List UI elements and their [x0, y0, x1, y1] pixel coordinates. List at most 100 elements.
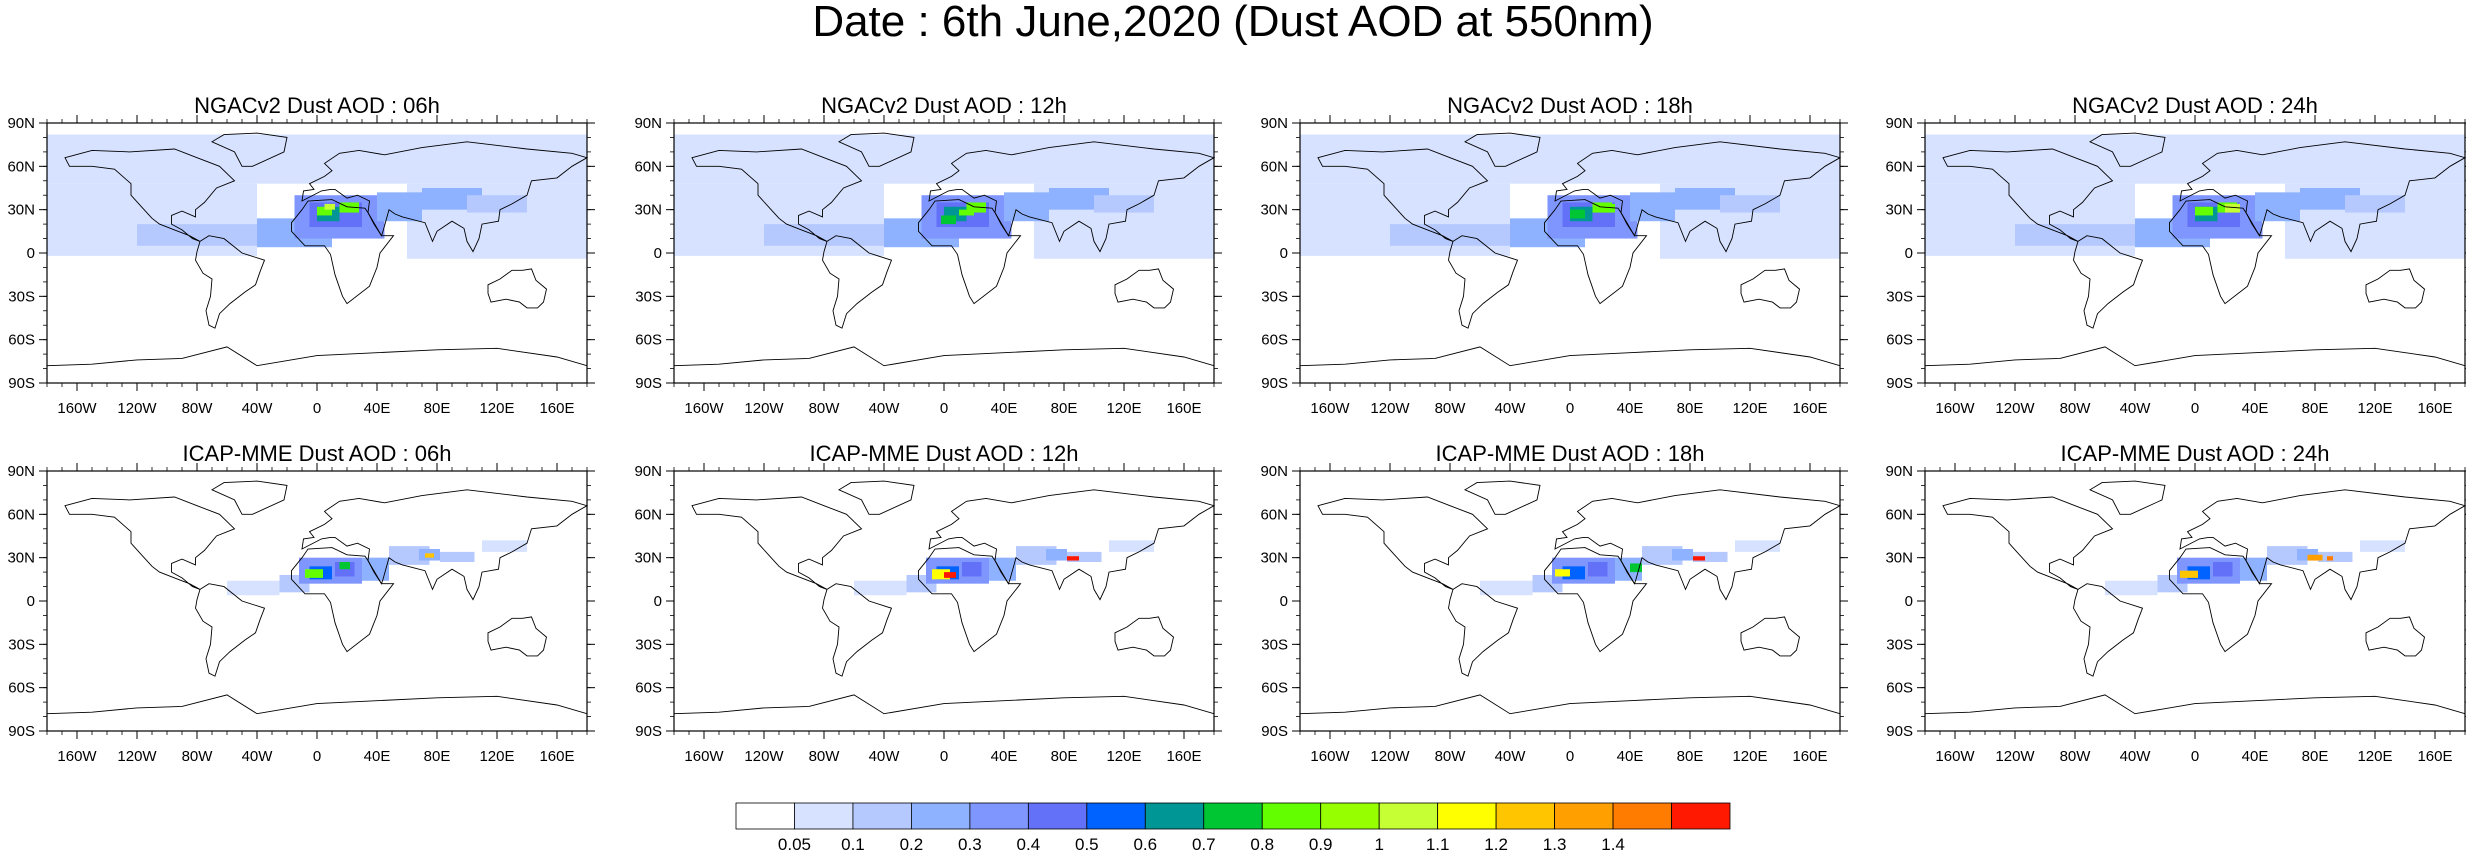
aod-cell	[324, 203, 335, 210]
lon-tick-label: 160E	[1166, 748, 1201, 765]
lat-tick-label: 60S	[635, 680, 662, 697]
colorbar-swatch	[1612, 802, 1672, 830]
lon-tick-label: 160E	[1792, 748, 1827, 765]
colorbar-swatch	[1671, 802, 1731, 830]
coastline	[691, 496, 863, 590]
lon-tick-label: 0	[313, 748, 321, 765]
colorbar-label: 1.1	[1426, 835, 1450, 853]
colorbar-plot: 0.05 0.1 0.2 0.3 0.4 0.5 0.6 0.7 0.8 0.9 1 1.1 1.2 1.…	[735, 802, 1731, 853]
coastline	[1317, 496, 1489, 590]
lon-tick-label: 40E	[991, 748, 1018, 765]
aod-cell	[1693, 556, 1705, 561]
lat-tick-label: 30N	[634, 550, 662, 567]
lat-tick-label: 30N	[1260, 550, 1288, 567]
lon-tick-label: 160W	[1935, 748, 1975, 765]
lon-tick-label: 120W	[1370, 400, 1410, 417]
lat-tick-label: 60N	[7, 158, 35, 175]
lon-tick-label: 80E	[2302, 400, 2329, 417]
aod-cell	[1588, 562, 1608, 577]
lat-tick-label: 0	[1905, 593, 1913, 610]
lat-tick-label: 0	[27, 593, 35, 610]
colorbar-label: 1.3	[1543, 835, 1567, 853]
coastline	[1554, 141, 1842, 253]
lat-tick-label: 90S	[1261, 375, 1288, 392]
lon-tick-label: 120E	[1106, 748, 1141, 765]
coastline	[928, 141, 1216, 253]
lat-tick-label: 30S	[1261, 288, 1288, 305]
lat-tick-label: 90S	[635, 723, 662, 740]
aod-cell	[2240, 557, 2267, 581]
aod-cell	[2015, 224, 2135, 246]
lat-tick-label: 90S	[1261, 723, 1288, 740]
lon-tick-label: 160W	[684, 400, 724, 417]
lon-tick-label: 80E	[424, 748, 451, 765]
aod-cell	[944, 572, 956, 578]
lon-tick-label: 40E	[2242, 400, 2269, 417]
lat-tick-label: 30S	[1261, 636, 1288, 653]
aod-cell	[932, 569, 950, 580]
map-panel-icap-24h: ICAP-MME Dust AOD : 24h 90N 60N 30N 0 30S 60S 9…	[1885, 441, 2466, 773]
lat-tick-label: 60S	[635, 332, 662, 349]
aod-cell	[1672, 549, 1693, 561]
aod-cell	[1925, 134, 2465, 184]
map-background	[1925, 471, 2465, 731]
aod-cell	[1570, 209, 1585, 219]
coastline	[1740, 268, 1801, 309]
colorbar-label: 0.4	[1017, 835, 1041, 853]
aod-cell	[959, 209, 974, 216]
map-panel-icap-06h: ICAP-MME Dust AOD : 06h 90N 60N 30N 0 30S 60S 9…	[7, 443, 647, 773]
colorbar-swatch	[794, 802, 854, 830]
lon-tick-label: 40E	[1617, 748, 1644, 765]
lat-tick-label: 0	[654, 593, 662, 610]
aod-cell	[764, 224, 884, 246]
lon-tick-label: 0	[2191, 748, 2199, 765]
lat-tick-label: 0	[1280, 593, 1288, 610]
colorbar-label: 0.5	[1075, 835, 1099, 853]
lon-tick-label: 120E	[479, 748, 514, 765]
coastline	[211, 480, 288, 515]
coastline	[291, 547, 395, 653]
coastline	[1544, 199, 1648, 305]
lon-tick-label: 80W	[1435, 748, 1467, 765]
map-panel-icap-18h: ICAP-MME Dust AOD : 18h 90N 60N 30N 0 30S 60S 9…	[1260, 443, 1900, 773]
aod-cell	[137, 224, 257, 246]
lat-tick-label: 30N	[634, 202, 662, 219]
lon-tick-label: 80W	[2060, 748, 2092, 765]
lat-tick-label: 90S	[635, 375, 662, 392]
aod-cell	[1004, 192, 1049, 222]
aod-cell	[2213, 562, 2233, 577]
lat-tick-label: 90N	[7, 115, 35, 132]
map-plot: 90N 60N 30N 0 30S 60S 90S 160W 120W 80W 40W 0 40E 80E…	[1260, 115, 1848, 417]
colorbar: 0.05 0.1 0.2 0.3 0.4 0.5 0.6 0.7 0.8 0.9 1 1.1 1.2 1.…	[735, 802, 1731, 853]
lon-tick-label: 160W	[1935, 400, 1975, 417]
aod-cell	[1300, 134, 1840, 184]
lon-tick-label: 40W	[869, 400, 901, 417]
lat-tick-label: 30N	[1885, 550, 1913, 567]
lat-tick-label: 90N	[634, 115, 662, 132]
aod-cell	[2225, 203, 2240, 213]
aod-cell	[339, 562, 350, 570]
colorbar-swatch	[1144, 802, 1205, 830]
panel-title: ICAP-MME Dust AOD : 24h	[2060, 441, 2330, 466]
map-panel-ngac-24h: NGACv2 Dust AOD : 24h 90N 60N 30N 0 30S 60S 90S…	[1885, 95, 2466, 425]
colorbar-swatch	[1086, 802, 1146, 830]
coastline	[1317, 148, 1489, 242]
map-panel-ngac-12h: NGACv2 Dust AOD : 12h 90N 60N 30N 0 30S 60S 90S…	[634, 95, 1274, 425]
colorbar-label: 0.2	[900, 835, 924, 853]
lat-tick-label: 0	[27, 245, 35, 262]
aod-cell	[482, 540, 527, 552]
aod-cell	[1109, 540, 1154, 552]
lon-tick-label: 80E	[1677, 748, 1704, 765]
lon-tick-label: 160E	[1792, 400, 1827, 417]
colorbar-swatch	[1261, 802, 1322, 830]
lon-tick-label: 120W	[1370, 748, 1410, 765]
coastline	[928, 489, 1216, 601]
coastline	[1942, 148, 2114, 242]
coastline	[487, 616, 548, 657]
aod-cell	[1555, 569, 1570, 577]
colorbar-swatch	[852, 802, 912, 830]
aod-cell	[989, 557, 1016, 581]
lat-tick-label: 90N	[1260, 115, 1288, 132]
coastline	[2073, 583, 2144, 677]
coastline	[2179, 141, 2466, 253]
